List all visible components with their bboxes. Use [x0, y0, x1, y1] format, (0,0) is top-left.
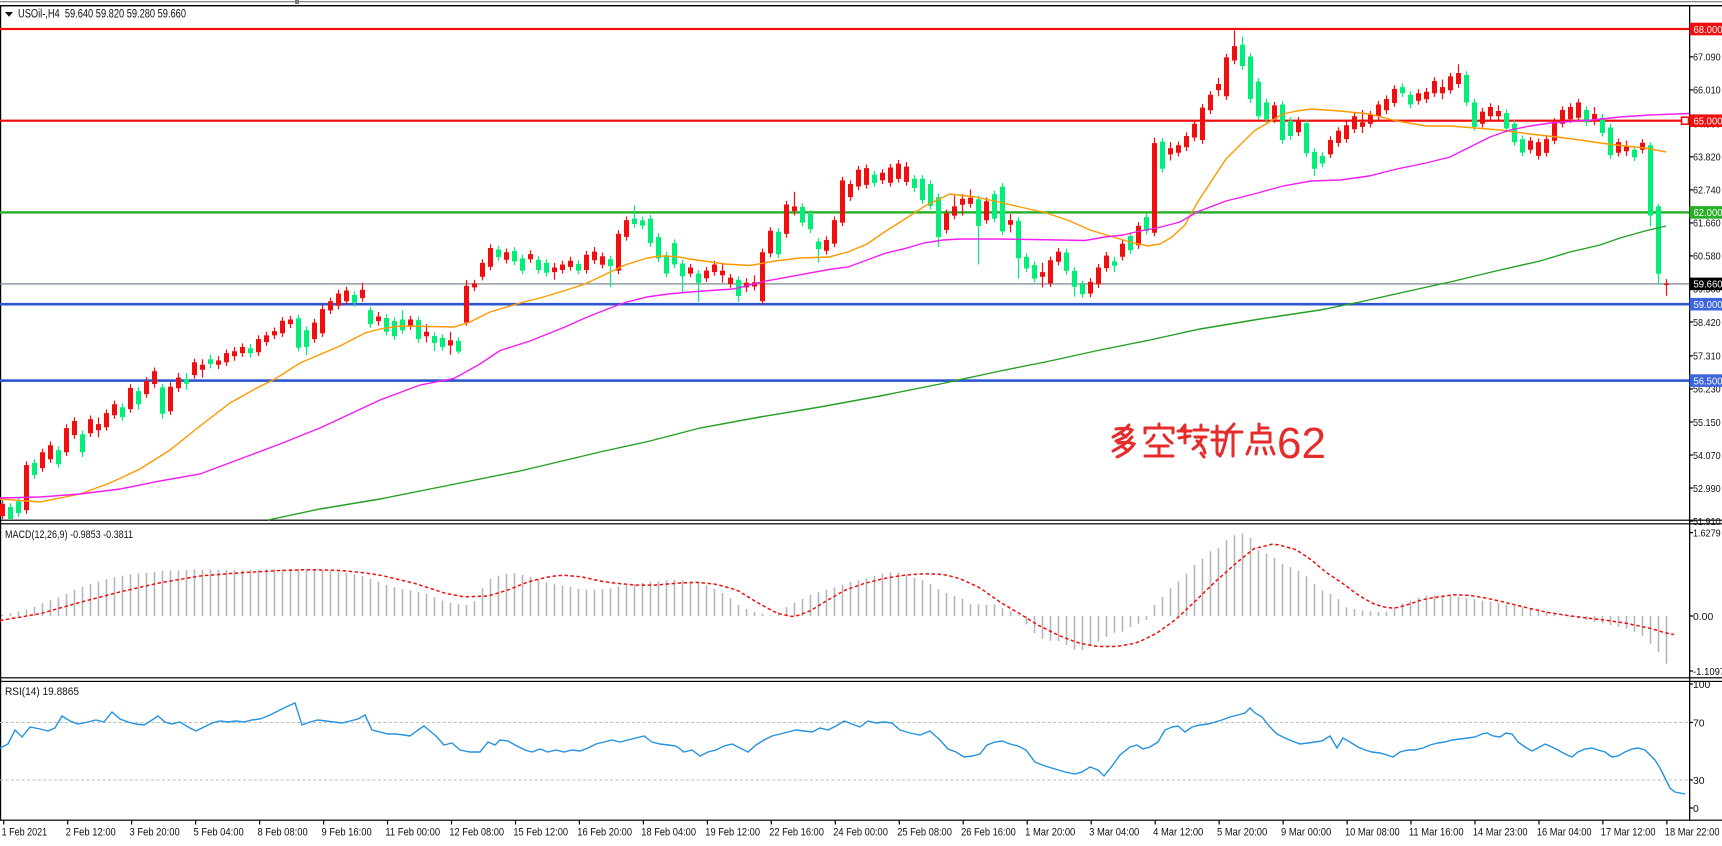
svg-text:10 Mar 08:00: 10 Mar 08:00: [1345, 827, 1400, 839]
svg-text:1.6279: 1.6279: [1693, 528, 1721, 539]
svg-text:62.000: 62.000: [1694, 208, 1722, 219]
svg-text:MACD(12,26,9) -0.9853 -0.3811: MACD(12,26,9) -0.9853 -0.3811: [5, 529, 133, 541]
svg-text:2 Feb 12:00: 2 Feb 12:00: [66, 827, 116, 839]
svg-text:61.660: 61.660: [1693, 219, 1721, 230]
svg-text:65.000: 65.000: [1694, 117, 1722, 128]
svg-text:3 Feb 20:00: 3 Feb 20:00: [130, 827, 180, 839]
svg-text:19 Feb 12:00: 19 Feb 12:00: [705, 827, 760, 839]
svg-text:11 Feb 00:00: 11 Feb 00:00: [385, 827, 440, 839]
svg-text:5 Feb 04:00: 5 Feb 04:00: [194, 827, 244, 839]
svg-text:18 Mar 22:00: 18 Mar 22:00: [1665, 827, 1720, 839]
svg-text:1 Mar 20:00: 1 Mar 20:00: [1025, 827, 1075, 839]
svg-text:58.420: 58.420: [1693, 318, 1721, 329]
svg-text:68.000: 68.000: [1694, 25, 1722, 36]
svg-text:USOil-,H4 59.640 59.820 59.28: USOil-,H4 59.640 59.820 59.280 59.660: [18, 8, 186, 20]
svg-text:9 Mar 00:00: 9 Mar 00:00: [1281, 827, 1331, 839]
svg-text:RSI(14) 19.8865: RSI(14) 19.8865: [5, 686, 79, 698]
svg-text:11 Mar 16:00: 11 Mar 16:00: [1409, 827, 1464, 839]
svg-text:4 Mar 12:00: 4 Mar 12:00: [1153, 827, 1203, 839]
svg-text:57.310: 57.310: [1693, 352, 1721, 363]
svg-text:25 Feb 08:00: 25 Feb 08:00: [897, 827, 952, 839]
svg-text:30: 30: [1693, 776, 1705, 787]
svg-text:66.010: 66.010: [1693, 86, 1721, 97]
svg-text:0: 0: [1693, 804, 1699, 815]
svg-text:17 Mar 12:00: 17 Mar 12:00: [1601, 827, 1656, 839]
svg-text:8 Feb 08:00: 8 Feb 08:00: [258, 827, 308, 839]
svg-text:63.820: 63.820: [1693, 153, 1721, 164]
svg-text:18 Feb 04:00: 18 Feb 04:00: [641, 827, 696, 839]
svg-text:15 Feb 12:00: 15 Feb 12:00: [513, 827, 568, 839]
svg-text:62.740: 62.740: [1693, 186, 1721, 197]
svg-text:16 Feb 20:00: 16 Feb 20:00: [577, 827, 632, 839]
svg-text:70: 70: [1693, 718, 1705, 729]
svg-text:22 Feb 16:00: 22 Feb 16:00: [769, 827, 824, 839]
svg-text:24 Feb 00:00: 24 Feb 00:00: [833, 827, 888, 839]
svg-text:56.500: 56.500: [1694, 376, 1722, 387]
svg-text:12 Feb 08:00: 12 Feb 08:00: [449, 827, 504, 839]
svg-text:16 Mar 04:00: 16 Mar 04:00: [1537, 827, 1592, 839]
svg-text:60.580: 60.580: [1693, 252, 1721, 263]
svg-text:67.090: 67.090: [1693, 53, 1721, 64]
svg-text:26 Feb 16:00: 26 Feb 16:00: [961, 827, 1016, 839]
svg-text:1 Feb 2021: 1 Feb 2021: [2, 827, 48, 839]
svg-text:59.660: 59.660: [1694, 280, 1722, 291]
svg-text:54.070: 54.070: [1693, 451, 1721, 462]
svg-text:9 Feb 16:00: 9 Feb 16:00: [322, 827, 372, 839]
svg-text:51.910: 51.910: [1693, 517, 1721, 528]
svg-text:55.150: 55.150: [1693, 418, 1721, 429]
svg-text:59.000: 59.000: [1694, 300, 1722, 311]
svg-text:52.990: 52.990: [1693, 484, 1721, 495]
svg-text:62: 62: [1277, 419, 1326, 468]
svg-text:-1.1097: -1.1097: [1693, 667, 1722, 678]
svg-text:0.00: 0.00: [1693, 612, 1713, 623]
svg-text:3 Mar 04:00: 3 Mar 04:00: [1089, 827, 1139, 839]
svg-text:14 Mar 23:00: 14 Mar 23:00: [1473, 827, 1528, 839]
svg-text:5 Mar 20:00: 5 Mar 20:00: [1217, 827, 1267, 839]
svg-text:100: 100: [1693, 680, 1711, 691]
